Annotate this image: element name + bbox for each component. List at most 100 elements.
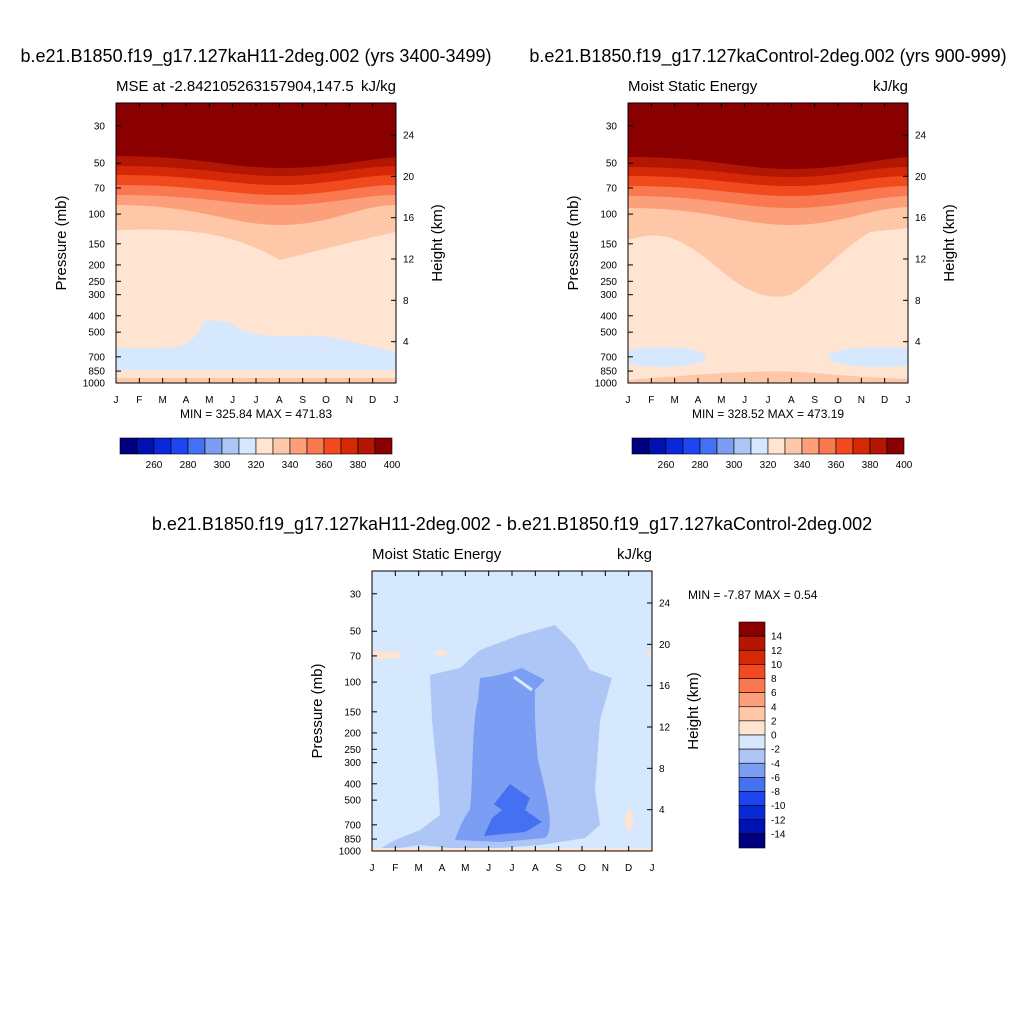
- month-tick-label: J: [766, 395, 771, 406]
- pressure-tick-label: 1000: [339, 847, 362, 858]
- colorbar-swatch: [136, 437, 155, 455]
- colorbar-label: 280: [180, 460, 197, 471]
- month-tick-label: A: [183, 395, 190, 406]
- colorbar-label: 380: [350, 460, 367, 471]
- panel-diff: b.e21.B1850.f19_g17.127kaH11-2deg.002 - …: [152, 514, 872, 874]
- month-tick-label: J: [254, 395, 259, 406]
- panel-diff-ylabel: Pressure (mb): [309, 663, 326, 758]
- height-tick-label: 12: [915, 255, 927, 266]
- pressure-tick-label: 500: [344, 796, 361, 807]
- colorbar-swatch: [716, 437, 735, 455]
- colorbar-label: 10: [771, 660, 783, 671]
- colorbar-label: 260: [146, 460, 163, 471]
- month-tick-label: D: [625, 863, 632, 874]
- pressure-tick-label: 850: [600, 367, 617, 378]
- colorbar-swatch: [738, 819, 766, 835]
- month-tick-label: S: [299, 395, 306, 406]
- height-tick-label: 12: [659, 723, 671, 734]
- panel-diff-title: b.e21.B1850.f19_g17.127kaH11-2deg.002 - …: [152, 514, 872, 535]
- pressure-tick-label: 400: [600, 311, 617, 322]
- pressure-tick-label: 500: [88, 328, 105, 339]
- height-tick-label: 20: [659, 640, 671, 651]
- colorbar-label: 0: [771, 731, 777, 742]
- colorbar-label: 360: [316, 460, 333, 471]
- contour-positive-patch-2: [435, 650, 447, 656]
- colorbar-label: -12: [771, 815, 786, 826]
- colorbar-swatch: [738, 706, 766, 722]
- pressure-tick-label: 700: [344, 820, 361, 831]
- pressure-tick-label: 300: [600, 290, 617, 301]
- colorbar-swatch: [289, 437, 308, 455]
- colorbar-swatch: [738, 748, 766, 764]
- height-tick-label: 20: [915, 172, 927, 183]
- contour-positive-patch-1: [372, 651, 402, 659]
- month-tick-label: J: [370, 863, 375, 874]
- panel-control: b.e21.B1850.f19_g17.127kaControl-2deg.00…: [529, 46, 1006, 471]
- month-tick-label: A: [439, 863, 446, 874]
- colorbar-label: -8: [771, 787, 780, 798]
- month-tick-label: S: [555, 863, 562, 874]
- colorbar-swatch: [221, 437, 240, 455]
- month-tick-label: A: [276, 395, 283, 406]
- colorbar-swatch: [255, 437, 274, 455]
- pressure-tick-label: 150: [600, 239, 617, 250]
- month-tick-label: J: [906, 395, 911, 406]
- colorbar-swatch: [272, 437, 291, 455]
- month-tick-label: A: [788, 395, 795, 406]
- colorbar-swatch: [738, 664, 766, 679]
- colorbar-swatch: [340, 437, 359, 455]
- colorbar-swatch: [738, 805, 766, 821]
- panel-h11-ylabel: Pressure (mb): [53, 195, 70, 290]
- panel-diff-y2label: Height (km): [685, 672, 702, 750]
- panel-diff-minmax: MIN = -7.87 MAX = 0.54: [688, 588, 818, 602]
- colorbar-swatch: [767, 437, 786, 455]
- height-tick-label: 24: [403, 131, 415, 142]
- panel-control-colorbar: 260 280 300 320 340 360 380 400: [631, 437, 913, 471]
- contour-positive-patch-4: [625, 809, 633, 831]
- contour-band-320-left: [628, 347, 706, 367]
- pressure-tick-label: 100: [344, 678, 361, 689]
- pressure-tick-label: 50: [350, 627, 362, 638]
- pressure-tick-label: 70: [94, 183, 106, 194]
- colorbar-label: 340: [282, 460, 299, 471]
- colorbar-swatch: [665, 437, 684, 455]
- colorbar-label: -6: [771, 773, 780, 784]
- colorbar-label: 280: [692, 460, 709, 471]
- panel-diff-units: kJ/kg: [617, 546, 652, 563]
- contour-band-330-low: [116, 370, 396, 380]
- colorbar-label: 320: [248, 460, 265, 471]
- colorbar-swatch: [835, 437, 854, 455]
- colorbar-swatch: [818, 437, 837, 455]
- colorbar-label: 320: [760, 460, 777, 471]
- pressure-tick-label: 300: [88, 290, 105, 301]
- panel-diff-left-string: Moist Static Energy: [372, 546, 502, 563]
- panel-h11-minmax: MIN = 325.84 MAX = 471.83: [180, 407, 332, 421]
- colorbar-label: -14: [771, 829, 786, 840]
- month-tick-label: D: [369, 395, 376, 406]
- height-tick-label: 16: [915, 213, 927, 224]
- colorbar-swatch: [750, 437, 769, 455]
- colorbar-label: 400: [896, 460, 913, 471]
- pressure-tick-label: 150: [344, 707, 361, 718]
- colorbar-swatch: [784, 437, 803, 455]
- contour-positive-patch-3: [648, 649, 652, 659]
- contour-band-320-right: [828, 347, 908, 367]
- height-tick-label: 24: [659, 599, 671, 610]
- pressure-tick-label: 100: [600, 210, 617, 221]
- month-tick-label: O: [578, 863, 586, 874]
- colorbar-label: -4: [771, 759, 780, 770]
- height-tick-label: 20: [403, 172, 415, 183]
- pressure-tick-label: 200: [88, 260, 105, 271]
- colorbar-swatch: [323, 437, 342, 455]
- pressure-tick-label: 200: [344, 728, 361, 739]
- month-tick-label: J: [486, 863, 491, 874]
- month-tick-label: J: [114, 395, 119, 406]
- month-tick-label: J: [650, 863, 655, 874]
- colorbar-swatch: [238, 437, 257, 455]
- colorbar-swatch: [306, 437, 325, 455]
- month-tick-label: M: [158, 395, 166, 406]
- colorbar-swatch: [170, 437, 189, 455]
